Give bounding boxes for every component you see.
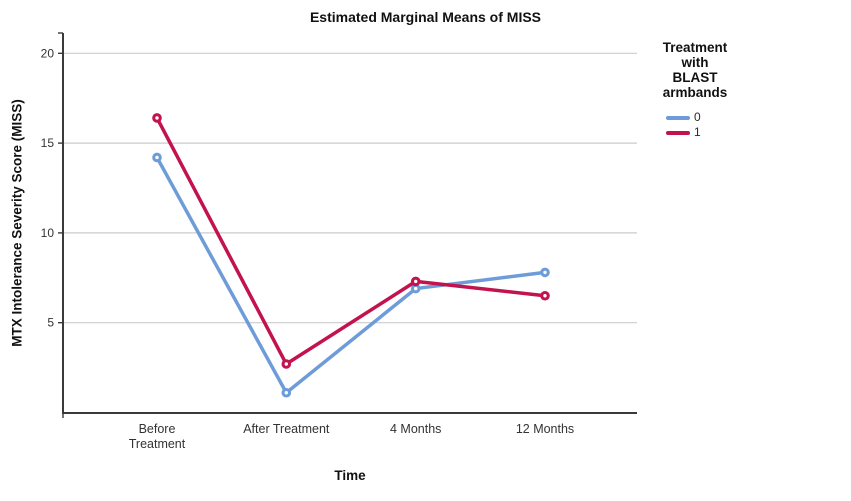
marker-hole-0-0 xyxy=(155,155,159,160)
legend-title: Treatment with BLAST armbands xyxy=(662,40,728,100)
y-tick-label-10: 10 xyxy=(41,226,55,240)
series-line-0 xyxy=(155,155,547,395)
y-tick-label-15: 15 xyxy=(41,136,55,150)
x-axis-title: Time xyxy=(334,468,366,483)
x-category-label-2: 4 Months xyxy=(390,422,441,436)
legend-entry-label: 1 xyxy=(694,125,701,139)
marker-hole-1-2 xyxy=(414,279,418,284)
marker-hole-1-0 xyxy=(155,116,159,120)
legend-entry-0: 0 xyxy=(640,110,750,125)
marker-hole-0-1 xyxy=(284,391,288,395)
marker-hole-0-3 xyxy=(543,270,547,275)
x-category-label-3: 12 Months xyxy=(516,422,574,436)
legend-entry-1: 1 xyxy=(640,125,750,140)
chart-title: Estimated Marginal Means of MISS xyxy=(309,9,542,25)
x-category-label-0: Before Treatment xyxy=(129,422,186,451)
marker-hole-1-3 xyxy=(543,294,547,298)
marker-hole-0-2 xyxy=(414,286,418,291)
y-axis-title: MTX Intolerance Severity Score (MISS) xyxy=(9,99,25,347)
marker-hole-1-1 xyxy=(284,362,288,366)
legend-swatch-icon xyxy=(666,115,690,120)
y-tick-label-20: 20 xyxy=(41,46,55,60)
series-line-1 xyxy=(155,116,547,366)
legend-entry-label: 0 xyxy=(694,110,701,124)
x-category-label-1: After Treatment xyxy=(243,422,330,436)
y-tick-label-5: 5 xyxy=(47,316,54,330)
legend-swatch-icon xyxy=(666,130,690,135)
